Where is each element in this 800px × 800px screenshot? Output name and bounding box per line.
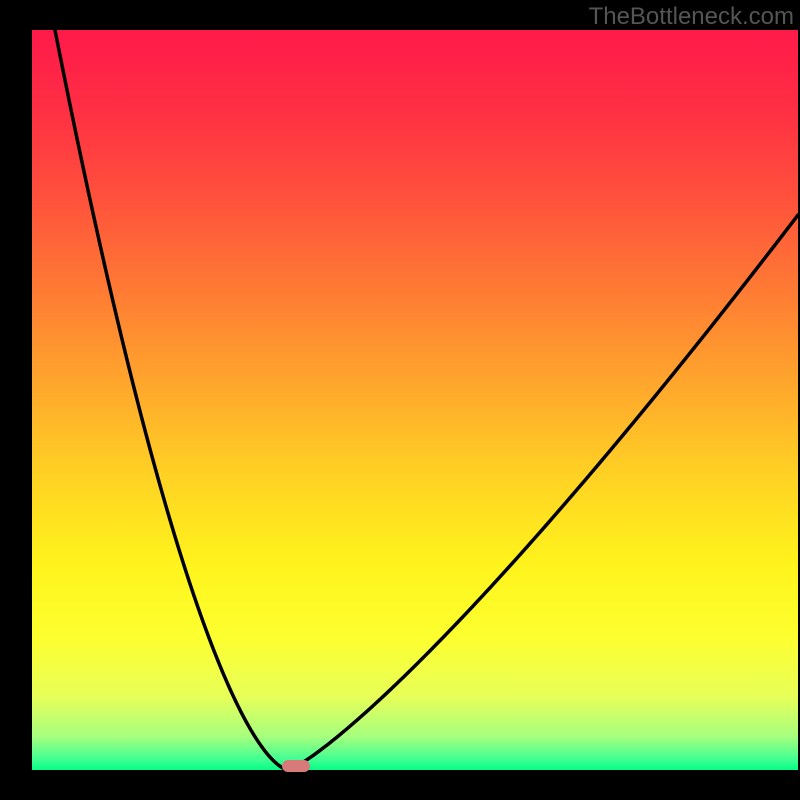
chart-frame: TheBottleneck.com xyxy=(0,0,800,800)
minimum-marker xyxy=(282,760,310,772)
watermark-text: TheBottleneck.com xyxy=(589,3,794,31)
bottleneck-curve xyxy=(32,30,798,770)
plot-area xyxy=(32,30,798,770)
